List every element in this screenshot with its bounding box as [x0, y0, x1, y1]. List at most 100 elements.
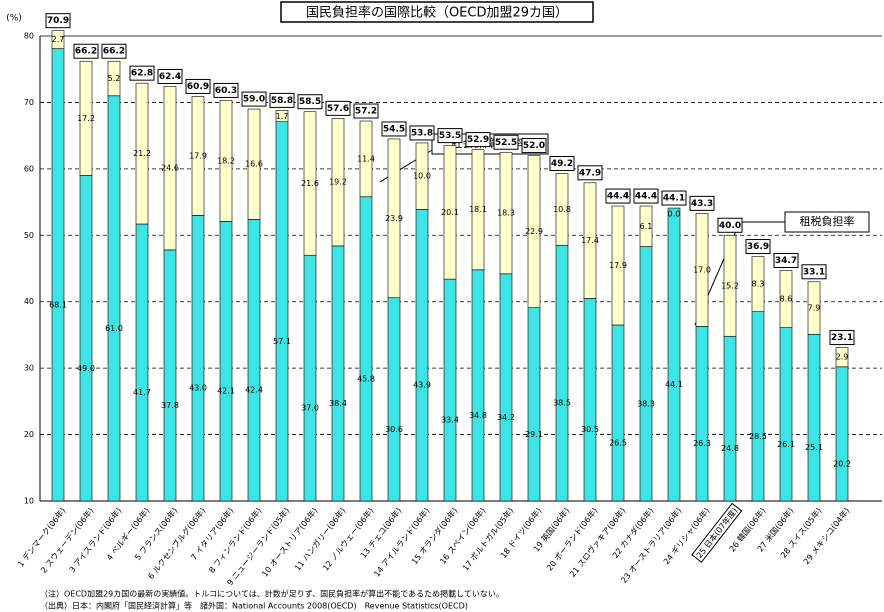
- value-label: 25.1: [805, 443, 823, 452]
- bar-segment: [835, 347, 849, 368]
- value-label: 21.2: [133, 149, 151, 158]
- total-box: [493, 134, 519, 150]
- bar-segment: [191, 215, 205, 502]
- total-label: 59.0: [243, 95, 265, 105]
- value-label: 57.1: [273, 337, 291, 346]
- bar-segment: [443, 145, 457, 280]
- bar-segment: [835, 366, 849, 502]
- total-box: [409, 125, 435, 141]
- value-label: 0.0: [668, 210, 681, 219]
- total-box: [73, 43, 99, 59]
- total-label: 66.2: [75, 47, 97, 57]
- total-box: [241, 91, 267, 107]
- value-label: 7.9: [808, 304, 821, 313]
- value-label: 17.9: [609, 261, 627, 270]
- value-label: 8.3: [752, 280, 765, 289]
- y-tick-label: 20: [24, 430, 34, 439]
- total-box: [45, 13, 71, 29]
- total-box: [353, 103, 379, 119]
- total-label: 62.4: [159, 72, 181, 82]
- total-label: 49.2: [551, 159, 573, 169]
- value-label: 24.8: [721, 444, 739, 453]
- total-box: [577, 165, 603, 181]
- value-label: 17.9: [189, 151, 207, 160]
- x-tick-label: 2 スウェーデン(06年): [38, 506, 95, 575]
- bar-segment: [583, 182, 597, 299]
- total-label: 60.9: [187, 82, 209, 92]
- x-tick-label: 1 デンマーク(06年): [15, 506, 67, 569]
- value-label: 34.8: [469, 411, 487, 420]
- y-tick-label: 70: [24, 98, 34, 107]
- bar-segment: [275, 110, 289, 122]
- bar-segment: [303, 254, 317, 502]
- total-box: [185, 78, 211, 94]
- bar-segment: [135, 82, 149, 225]
- bar-segment: [527, 307, 541, 502]
- value-label: 17.4: [581, 236, 599, 245]
- bar-segment: [79, 60, 93, 176]
- bar-segment: [303, 111, 317, 256]
- bar-segment: [695, 325, 709, 502]
- total-label: 33.1: [803, 267, 825, 277]
- y-tick-label: 10: [24, 497, 34, 506]
- total-box: [801, 264, 827, 280]
- value-label: 28.5: [749, 432, 767, 441]
- bar-segment: [499, 273, 513, 502]
- bar-segment: [555, 173, 569, 246]
- value-label: 2.9: [836, 353, 849, 362]
- total-label: 44.1: [663, 194, 685, 204]
- value-label: 10.8: [553, 205, 571, 214]
- total-box: [745, 239, 771, 255]
- bar-segment: [751, 256, 765, 312]
- x-tick-label: 10 オーストリア(06年): [259, 506, 319, 579]
- total-label: 44.4: [607, 192, 629, 202]
- value-label: 22.9: [525, 227, 543, 236]
- total-box: [633, 188, 659, 204]
- bar-segment: [79, 175, 93, 502]
- bar-segment: [51, 30, 65, 49]
- y-axis-label: (%): [6, 14, 22, 24]
- value-label: 38.4: [329, 399, 347, 408]
- total-box: [325, 100, 351, 116]
- bar-segment: [779, 327, 793, 502]
- bar-segment: [163, 86, 177, 251]
- bar-segment: [443, 278, 457, 502]
- total-label: 58.8: [271, 96, 293, 106]
- bar-segment: [135, 223, 149, 502]
- total-box: [605, 188, 631, 204]
- value-label: 61.0: [105, 324, 123, 333]
- value-label: 43.9: [413, 381, 431, 390]
- bar-segment: [639, 205, 653, 247]
- value-label: 8.6: [780, 295, 793, 304]
- bar-segment: [555, 244, 569, 502]
- bar-segment: [527, 155, 541, 308]
- total-box: [213, 82, 239, 98]
- value-label: 20.1: [441, 208, 459, 217]
- bar-segment: [247, 219, 261, 502]
- total-box: [437, 128, 463, 144]
- bar-segment: [751, 311, 765, 502]
- value-label: 21.6: [301, 179, 319, 188]
- value-label: 44.1: [665, 380, 683, 389]
- x-tick-label: 20 ポーランド(06年): [544, 506, 599, 573]
- value-label: 20.2: [833, 459, 851, 468]
- value-label: 38.5: [553, 399, 571, 408]
- value-label: 37.0: [301, 404, 319, 413]
- bar-segment: [611, 205, 625, 326]
- y-tick-label: 30: [24, 364, 34, 373]
- total-box: [773, 252, 799, 268]
- value-label: 2.7: [52, 35, 65, 44]
- total-box: [129, 65, 155, 81]
- note: （出典）日本：内閣府「国民経済計算」等 諸外国：National Account…: [40, 601, 468, 611]
- bar-segment: [779, 270, 793, 328]
- bar-segment: [191, 96, 205, 216]
- total-label: 58.5: [299, 97, 321, 107]
- total-box: [689, 195, 715, 211]
- total-label: 52.5: [495, 138, 517, 148]
- value-label: 23.9: [385, 214, 403, 223]
- value-label: 19.2: [329, 178, 347, 187]
- value-label: 43.0: [189, 384, 207, 393]
- value-label: 42.4: [245, 386, 263, 395]
- total-label: 44.4: [635, 192, 657, 202]
- total-label: 43.3: [691, 199, 713, 209]
